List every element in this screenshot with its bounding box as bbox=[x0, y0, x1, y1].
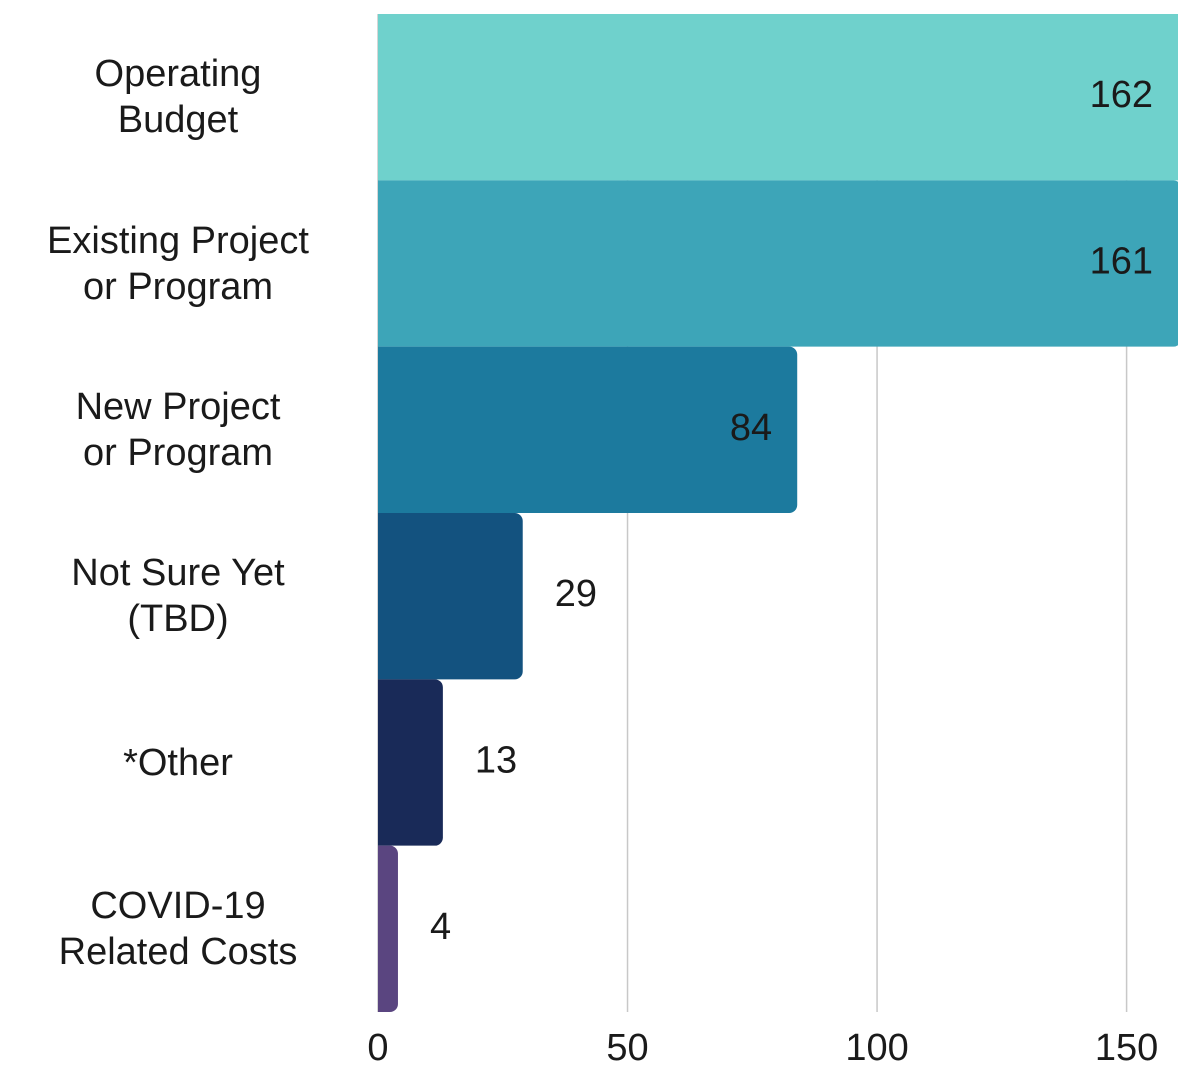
category-label: *Other bbox=[123, 741, 233, 784]
category-label: Existing Project or Program bbox=[47, 219, 309, 308]
labels: 0 50 100 150 162 161 84 29 13 4 bbox=[367, 74, 1158, 1065]
bar bbox=[378, 180, 1178, 347]
bar bbox=[378, 845, 398, 1012]
x-tick-label: 0 bbox=[367, 1027, 388, 1065]
bar bbox=[378, 14, 1178, 181]
bars bbox=[378, 14, 1178, 1012]
category-label: New Project or Program bbox=[75, 385, 281, 474]
x-tick-label: 150 bbox=[1095, 1027, 1158, 1065]
value-label: 4 bbox=[430, 906, 451, 948]
value-label: 29 bbox=[555, 573, 597, 615]
value-label: 161 bbox=[1090, 241, 1153, 283]
x-tick-label: 50 bbox=[606, 1027, 648, 1065]
category-label: Operating Budget bbox=[94, 53, 262, 142]
category-label: Not Sure Yet (TBD) bbox=[71, 552, 285, 641]
category-label: COVID-19 Related Costs bbox=[58, 884, 298, 973]
bar bbox=[378, 346, 798, 513]
value-label: 13 bbox=[475, 740, 517, 782]
value-label: 84 bbox=[730, 407, 772, 449]
bar bbox=[378, 513, 523, 680]
bar bbox=[378, 679, 443, 846]
value-label: 162 bbox=[1090, 74, 1153, 116]
x-tick-label: 100 bbox=[845, 1027, 908, 1065]
